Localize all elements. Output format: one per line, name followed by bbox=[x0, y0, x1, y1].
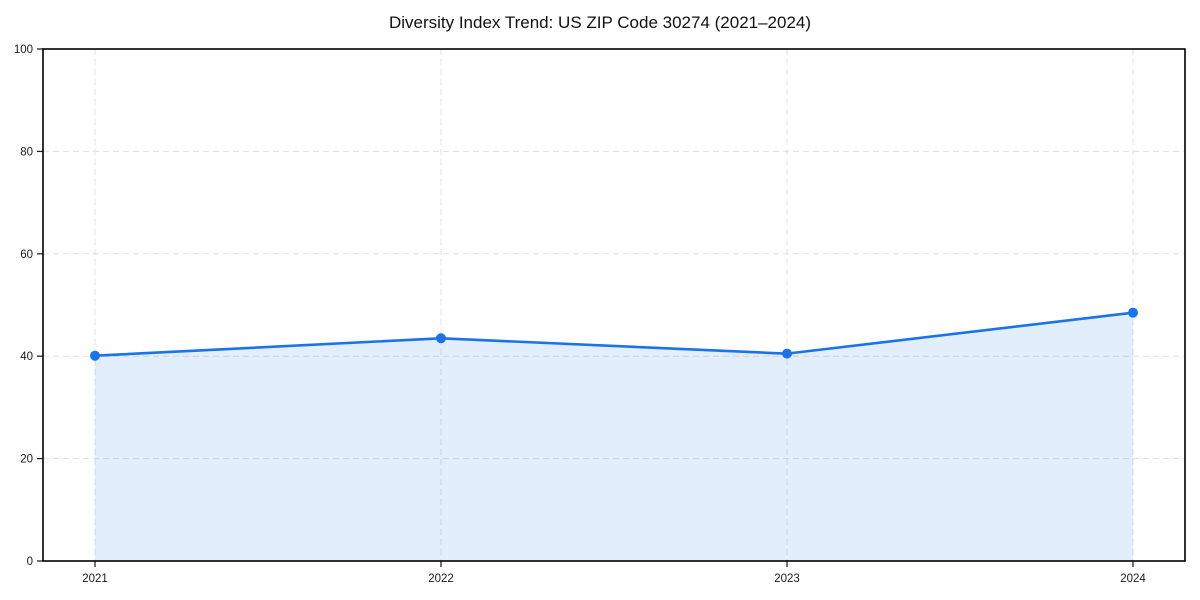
chart-title: Diversity Index Trend: US ZIP Code 30274… bbox=[388, 13, 812, 32]
data-point-marker bbox=[436, 333, 446, 344]
y-tick-label: 20 bbox=[20, 454, 33, 466]
y-tick-label: 0 bbox=[27, 556, 33, 568]
data-point-marker bbox=[90, 350, 100, 361]
x-tick-label: 2021 bbox=[82, 573, 108, 585]
y-tick-label: 60 bbox=[20, 249, 33, 261]
area-fill bbox=[95, 312, 1133, 561]
plot-border bbox=[42, 48, 1186, 562]
x-tick-label: 2023 bbox=[774, 573, 800, 585]
y-tick-label: 40 bbox=[20, 351, 33, 363]
y-tick-label: 80 bbox=[20, 146, 33, 158]
y-tick-label: 100 bbox=[14, 44, 33, 56]
data-point-marker bbox=[1128, 307, 1138, 318]
x-tick-label: 2024 bbox=[1120, 573, 1146, 585]
data-point-marker bbox=[782, 348, 792, 359]
trend-line bbox=[93, 311, 1135, 357]
x-tick-label: 2022 bbox=[428, 573, 454, 585]
